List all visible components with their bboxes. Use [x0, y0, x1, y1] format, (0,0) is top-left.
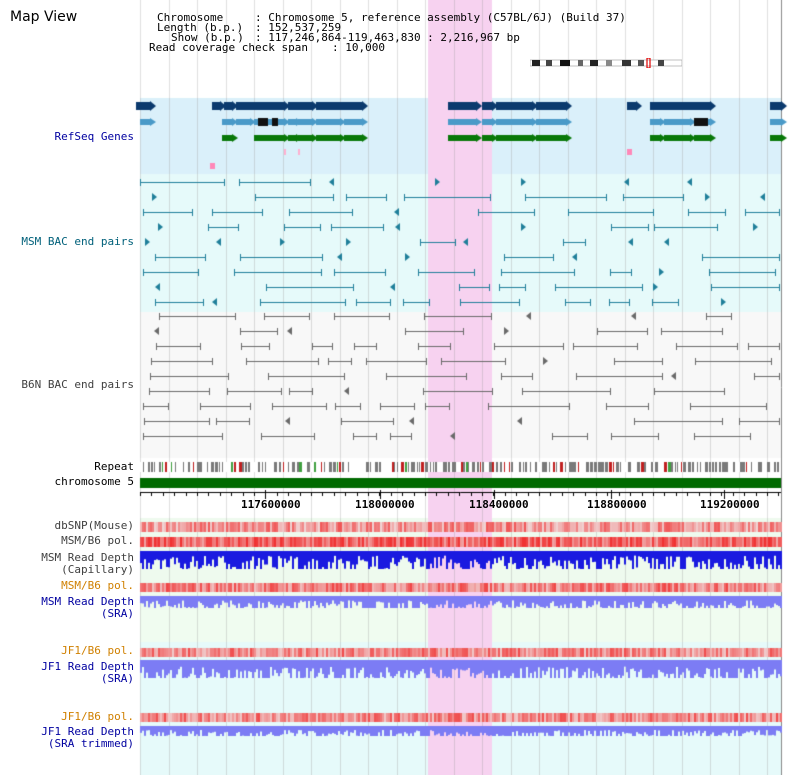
track-label-jf1-depth-sra-1[interactable]: JF1 Read Depth: [41, 660, 134, 673]
track-label-chromosome: chromosome 5: [54, 475, 134, 488]
track-label-msm-depth-sra-1[interactable]: MSM Read Depth: [41, 595, 134, 608]
length-key: Length (b.p.): [157, 21, 244, 34]
coverage-key: Read coverage check span: [149, 41, 308, 54]
track-label-jf1-b6-pol-1[interactable]: JF1/B6 pol.: [61, 644, 134, 657]
track-label-msm-b6-pol-2[interactable]: MSM/B6 pol.: [61, 579, 134, 592]
show-value: : 117,246,864-119,463,830 : 2,216,967 bp: [255, 31, 520, 44]
track-label-jf1-depth-trim-2: (SRA trimmed): [47, 737, 134, 750]
track-label-dbsnp[interactable]: dbSNP(Mouse): [54, 519, 134, 532]
chromosome-ideogram[interactable]: [529, 53, 683, 69]
chromosome-key: Chromosome: [157, 11, 224, 24]
track-label-msm-b6-pol-1[interactable]: MSM/B6 pol.: [61, 534, 134, 547]
page-title: Map View: [10, 9, 78, 25]
axis-tick-label: 118400000: [469, 498, 529, 511]
coverage-value: : 10,000: [332, 41, 385, 54]
track-label-b6n-bac[interactable]: B6N BAC end pairs: [21, 378, 134, 391]
track-label-jf1-depth-sra-2: (SRA): [100, 672, 134, 685]
track-label-jf1-depth-trim-1[interactable]: JF1 Read Depth: [41, 725, 134, 738]
track-label-refseq[interactable]: RefSeq Genes: [54, 130, 134, 143]
track-label-msm-depth-cap-1[interactable]: MSM Read Depth: [41, 551, 134, 564]
track-label-msm-depth-sra-2: (SRA): [100, 607, 134, 620]
axis-tick-label: 118000000: [355, 498, 415, 511]
track-label-repeat[interactable]: Repeat: [94, 460, 134, 473]
track-label-msm-depth-cap-2: (Capillary): [61, 563, 134, 576]
axis-tick-label: 119200000: [700, 498, 760, 511]
show-key: Show (b.p.): [171, 31, 244, 44]
length-value: : 152,537,259: [255, 21, 342, 34]
axis-tick-label: 117600000: [241, 498, 301, 511]
ideogram-svg: [529, 57, 683, 69]
track-label-jf1-b6-pol-2[interactable]: JF1/B6 pol.: [61, 710, 134, 723]
axis-tick-label: 118800000: [587, 498, 647, 511]
chromosome-value: : Chromosome 5, reference assembly (C57B…: [255, 11, 626, 24]
track-label-msm-bac[interactable]: MSM BAC end pairs: [21, 235, 134, 248]
